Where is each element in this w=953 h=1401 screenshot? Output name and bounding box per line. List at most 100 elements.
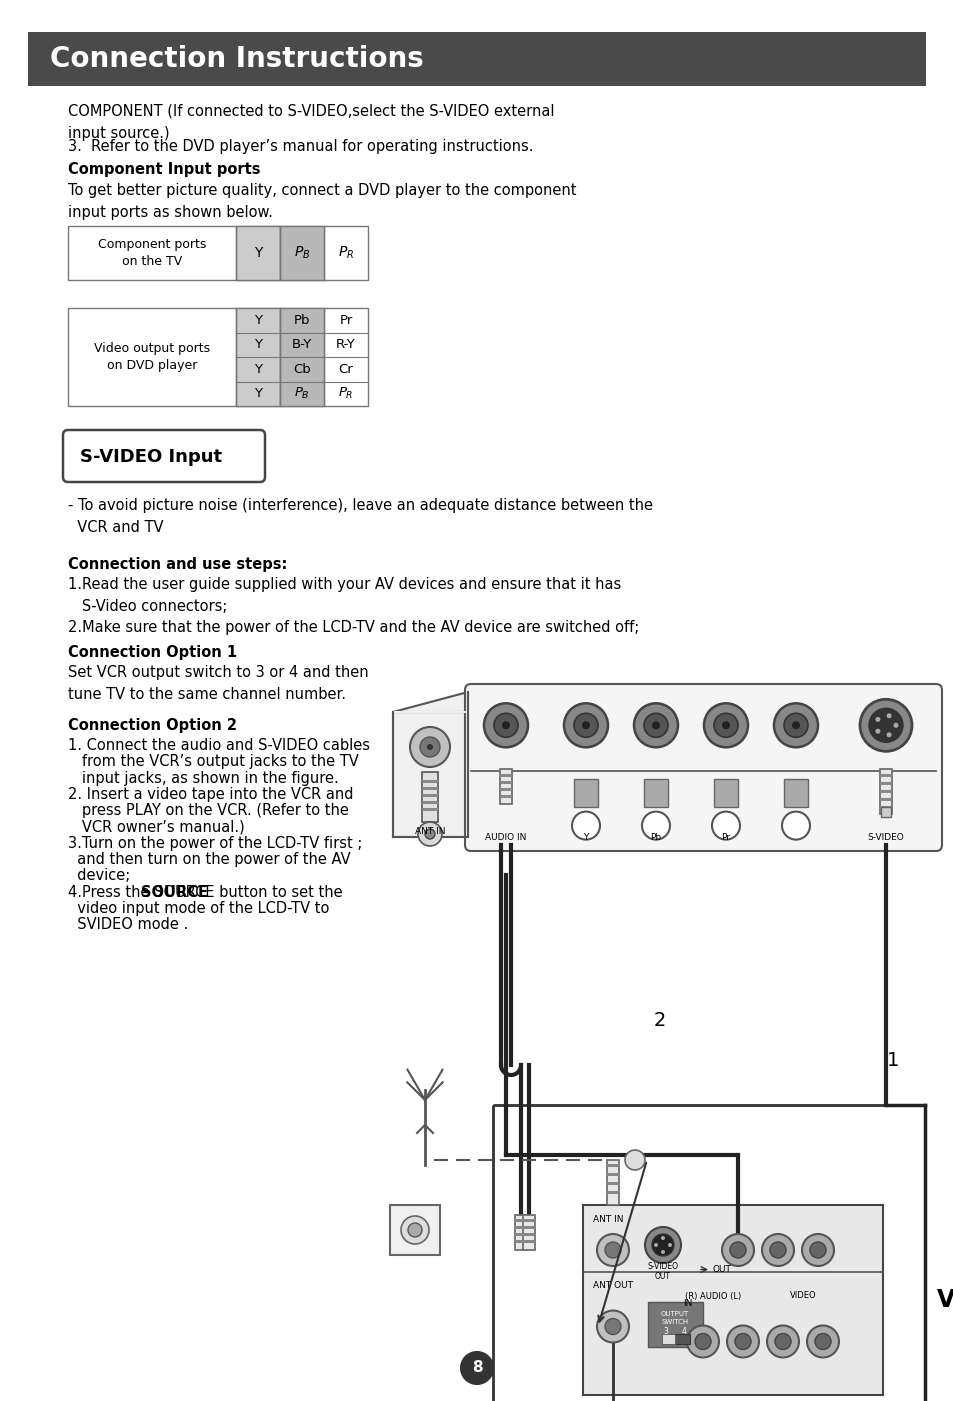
Circle shape: [859, 699, 911, 751]
Bar: [390, 1205, 439, 1255]
Text: COMPONENT (If connected to S-VIDEO,select the S-VIDEO external
input source.): COMPONENT (If connected to S-VIDEO,selec…: [68, 104, 554, 140]
Circle shape: [809, 1243, 825, 1258]
Circle shape: [875, 729, 880, 734]
Text: To get better picture quality, connect a DVD player to the component
input ports: To get better picture quality, connect a…: [68, 184, 576, 220]
Circle shape: [624, 1150, 644, 1170]
Bar: [606, 1160, 618, 1205]
Text: Pb: Pb: [650, 832, 660, 842]
Text: OUT: OUT: [655, 1272, 670, 1281]
Circle shape: [806, 1325, 838, 1358]
Text: 1. Connect the audio and S-VIDEO cables: 1. Connect the audio and S-VIDEO cables: [68, 738, 370, 752]
Bar: [582, 1205, 882, 1395]
Circle shape: [597, 1234, 628, 1267]
Circle shape: [773, 703, 817, 747]
Text: Connection Option 2: Connection Option 2: [68, 717, 236, 733]
Circle shape: [419, 737, 439, 757]
Circle shape: [651, 1234, 673, 1257]
Circle shape: [721, 722, 729, 730]
Circle shape: [644, 1227, 680, 1262]
Bar: [522, 1215, 535, 1250]
Bar: [606, 1164, 618, 1167]
Circle shape: [783, 713, 807, 737]
Bar: [68, 308, 368, 406]
Text: Y: Y: [582, 832, 588, 842]
Circle shape: [654, 1243, 658, 1247]
Bar: [421, 808, 437, 811]
Text: 1: 1: [886, 1051, 899, 1069]
Text: Y: Y: [253, 314, 262, 326]
Text: device;: device;: [68, 869, 131, 884]
Text: Y: Y: [253, 338, 262, 352]
Circle shape: [660, 1236, 664, 1240]
Circle shape: [604, 1243, 620, 1258]
Bar: [606, 1191, 618, 1194]
Bar: [280, 308, 324, 406]
Circle shape: [814, 1334, 830, 1349]
Text: S-VIDEO: S-VIDEO: [866, 832, 903, 842]
Polygon shape: [393, 692, 468, 712]
Bar: [515, 1215, 526, 1250]
Bar: [499, 769, 512, 804]
Text: $P_R$: $P_R$: [338, 387, 354, 401]
Text: 4: 4: [680, 1328, 686, 1337]
Circle shape: [643, 713, 667, 737]
Circle shape: [734, 1334, 750, 1349]
Text: SOURCE: SOURCE: [141, 884, 208, 899]
Text: - To avoid picture noise (interference), leave an adequate distance between the
: - To avoid picture noise (interference),…: [68, 497, 652, 535]
Text: from the VCR’s output jacks to the TV: from the VCR’s output jacks to the TV: [68, 754, 358, 769]
Circle shape: [408, 1223, 421, 1237]
Circle shape: [563, 703, 607, 747]
Circle shape: [424, 829, 435, 839]
Text: Pb: Pb: [294, 314, 310, 326]
Text: Set VCR output switch to 3 or 4 and then
tune TV to the same channel number.: Set VCR output switch to 3 or 4 and then…: [68, 665, 368, 702]
Text: B-Y: B-Y: [292, 338, 312, 352]
Bar: [522, 1240, 535, 1243]
Bar: [421, 780, 437, 783]
Bar: [421, 794, 437, 797]
Text: 4.Press the SOURCE button to set the: 4.Press the SOURCE button to set the: [68, 884, 342, 899]
Bar: [522, 1233, 535, 1236]
Circle shape: [721, 1234, 753, 1267]
Bar: [499, 787, 512, 790]
Circle shape: [597, 1310, 628, 1342]
Text: Component Input ports: Component Input ports: [68, 163, 260, 177]
Circle shape: [703, 703, 747, 747]
Circle shape: [400, 1216, 429, 1244]
Circle shape: [774, 1334, 790, 1349]
Text: R-Y: R-Y: [335, 338, 355, 352]
Bar: [647, 1302, 702, 1346]
Text: S-VIDEO: S-VIDEO: [647, 1262, 678, 1271]
Bar: [879, 797, 891, 800]
Circle shape: [417, 822, 441, 846]
Bar: [68, 226, 368, 280]
Text: 1.Read the user guide supplied with your AV devices and ensure that it has
   S-: 1.Read the user guide supplied with your…: [68, 577, 639, 635]
Text: video input mode of the LCD-TV to: video input mode of the LCD-TV to: [68, 901, 329, 916]
Circle shape: [893, 723, 898, 727]
Circle shape: [791, 722, 800, 730]
Text: and then turn on the power of the AV: and then turn on the power of the AV: [68, 852, 351, 867]
Circle shape: [494, 713, 517, 737]
Bar: [880, 807, 890, 817]
Bar: [515, 1226, 526, 1229]
Text: ANT IN: ANT IN: [593, 1215, 623, 1224]
Circle shape: [726, 1325, 759, 1358]
Circle shape: [769, 1243, 785, 1258]
Circle shape: [483, 703, 527, 747]
Text: ANT OUT: ANT OUT: [593, 1282, 633, 1290]
Circle shape: [410, 727, 450, 766]
Text: VCR: VCR: [936, 1288, 953, 1311]
Text: press PLAY on the VCR. (Refer to the: press PLAY on the VCR. (Refer to the: [68, 803, 349, 818]
Text: Connection Option 1: Connection Option 1: [68, 644, 237, 660]
Text: OUT: OUT: [712, 1265, 731, 1274]
Bar: [280, 226, 324, 280]
Bar: [499, 773, 512, 776]
Circle shape: [801, 1234, 833, 1267]
Circle shape: [501, 722, 510, 730]
Text: Y: Y: [253, 363, 262, 375]
Circle shape: [651, 722, 659, 730]
Text: 3.  Refer to the DVD player’s manual for operating instructions.: 3. Refer to the DVD player’s manual for …: [68, 139, 533, 154]
Bar: [879, 773, 891, 776]
Text: Y: Y: [253, 247, 262, 261]
Bar: [713, 779, 738, 807]
Circle shape: [641, 811, 669, 839]
